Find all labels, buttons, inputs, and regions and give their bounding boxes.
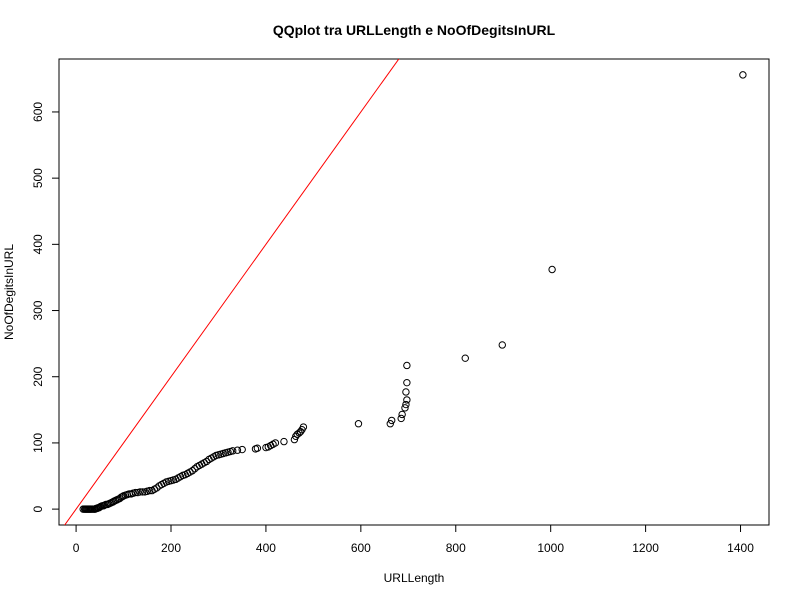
x-axis-label: URLLength (384, 571, 445, 585)
chart-title: QQplot tra URLLength e NoOfDegitsInURL (273, 22, 556, 38)
data-point (403, 361, 411, 370)
data-point (397, 414, 405, 423)
data-point (402, 400, 410, 409)
data-point (401, 404, 409, 412)
x-tick-label: 0 (73, 541, 80, 555)
data-point (138, 488, 147, 496)
x-tick-label: 1400 (727, 541, 754, 555)
y-tick-label: 200 (31, 366, 45, 386)
data-point (253, 444, 262, 452)
y-tick-label: 500 (31, 168, 45, 188)
data-point (354, 420, 363, 428)
x-tick-label: 1000 (537, 541, 564, 555)
x-tick-label: 1200 (632, 541, 659, 555)
y-tick-label: 300 (31, 300, 45, 320)
data-point (398, 410, 406, 419)
x-tick-label: 400 (256, 541, 276, 555)
data-point (403, 396, 411, 404)
y-tick-label: 100 (31, 433, 45, 453)
x-tick-label: 800 (446, 541, 466, 555)
data-point (136, 488, 144, 496)
data-point (233, 446, 242, 454)
scatter-points (79, 71, 747, 513)
data-point (461, 354, 469, 362)
y-tick-label: 0 (31, 505, 45, 512)
data-point (145, 486, 154, 495)
x-tick-label: 200 (161, 541, 181, 555)
data-point (188, 467, 197, 475)
data-point (131, 488, 140, 497)
data-point (299, 423, 308, 431)
x-tick-label: 600 (351, 541, 371, 555)
data-point (280, 437, 288, 446)
data-point (387, 416, 396, 425)
y-axis-label: NoOfDegitsInURL (2, 244, 16, 340)
data-point (403, 378, 411, 387)
reference-line (64, 59, 400, 525)
y-axis: 0 100 200 300 400 500 600 (31, 102, 60, 512)
y-tick-label: 600 (31, 102, 45, 122)
data-point (402, 388, 410, 396)
data-point (498, 341, 506, 349)
data-point (271, 439, 280, 447)
data-point (238, 445, 246, 454)
data-point (739, 71, 747, 79)
plot-frame (58, 58, 770, 526)
reference-line-group (64, 59, 400, 525)
data-point (386, 420, 394, 428)
y-tick-label: 400 (31, 234, 45, 254)
x-axis: 0 200 400 600 800 1000 1200 1400 (73, 524, 754, 555)
data-point (548, 265, 556, 274)
data-point (229, 447, 237, 455)
